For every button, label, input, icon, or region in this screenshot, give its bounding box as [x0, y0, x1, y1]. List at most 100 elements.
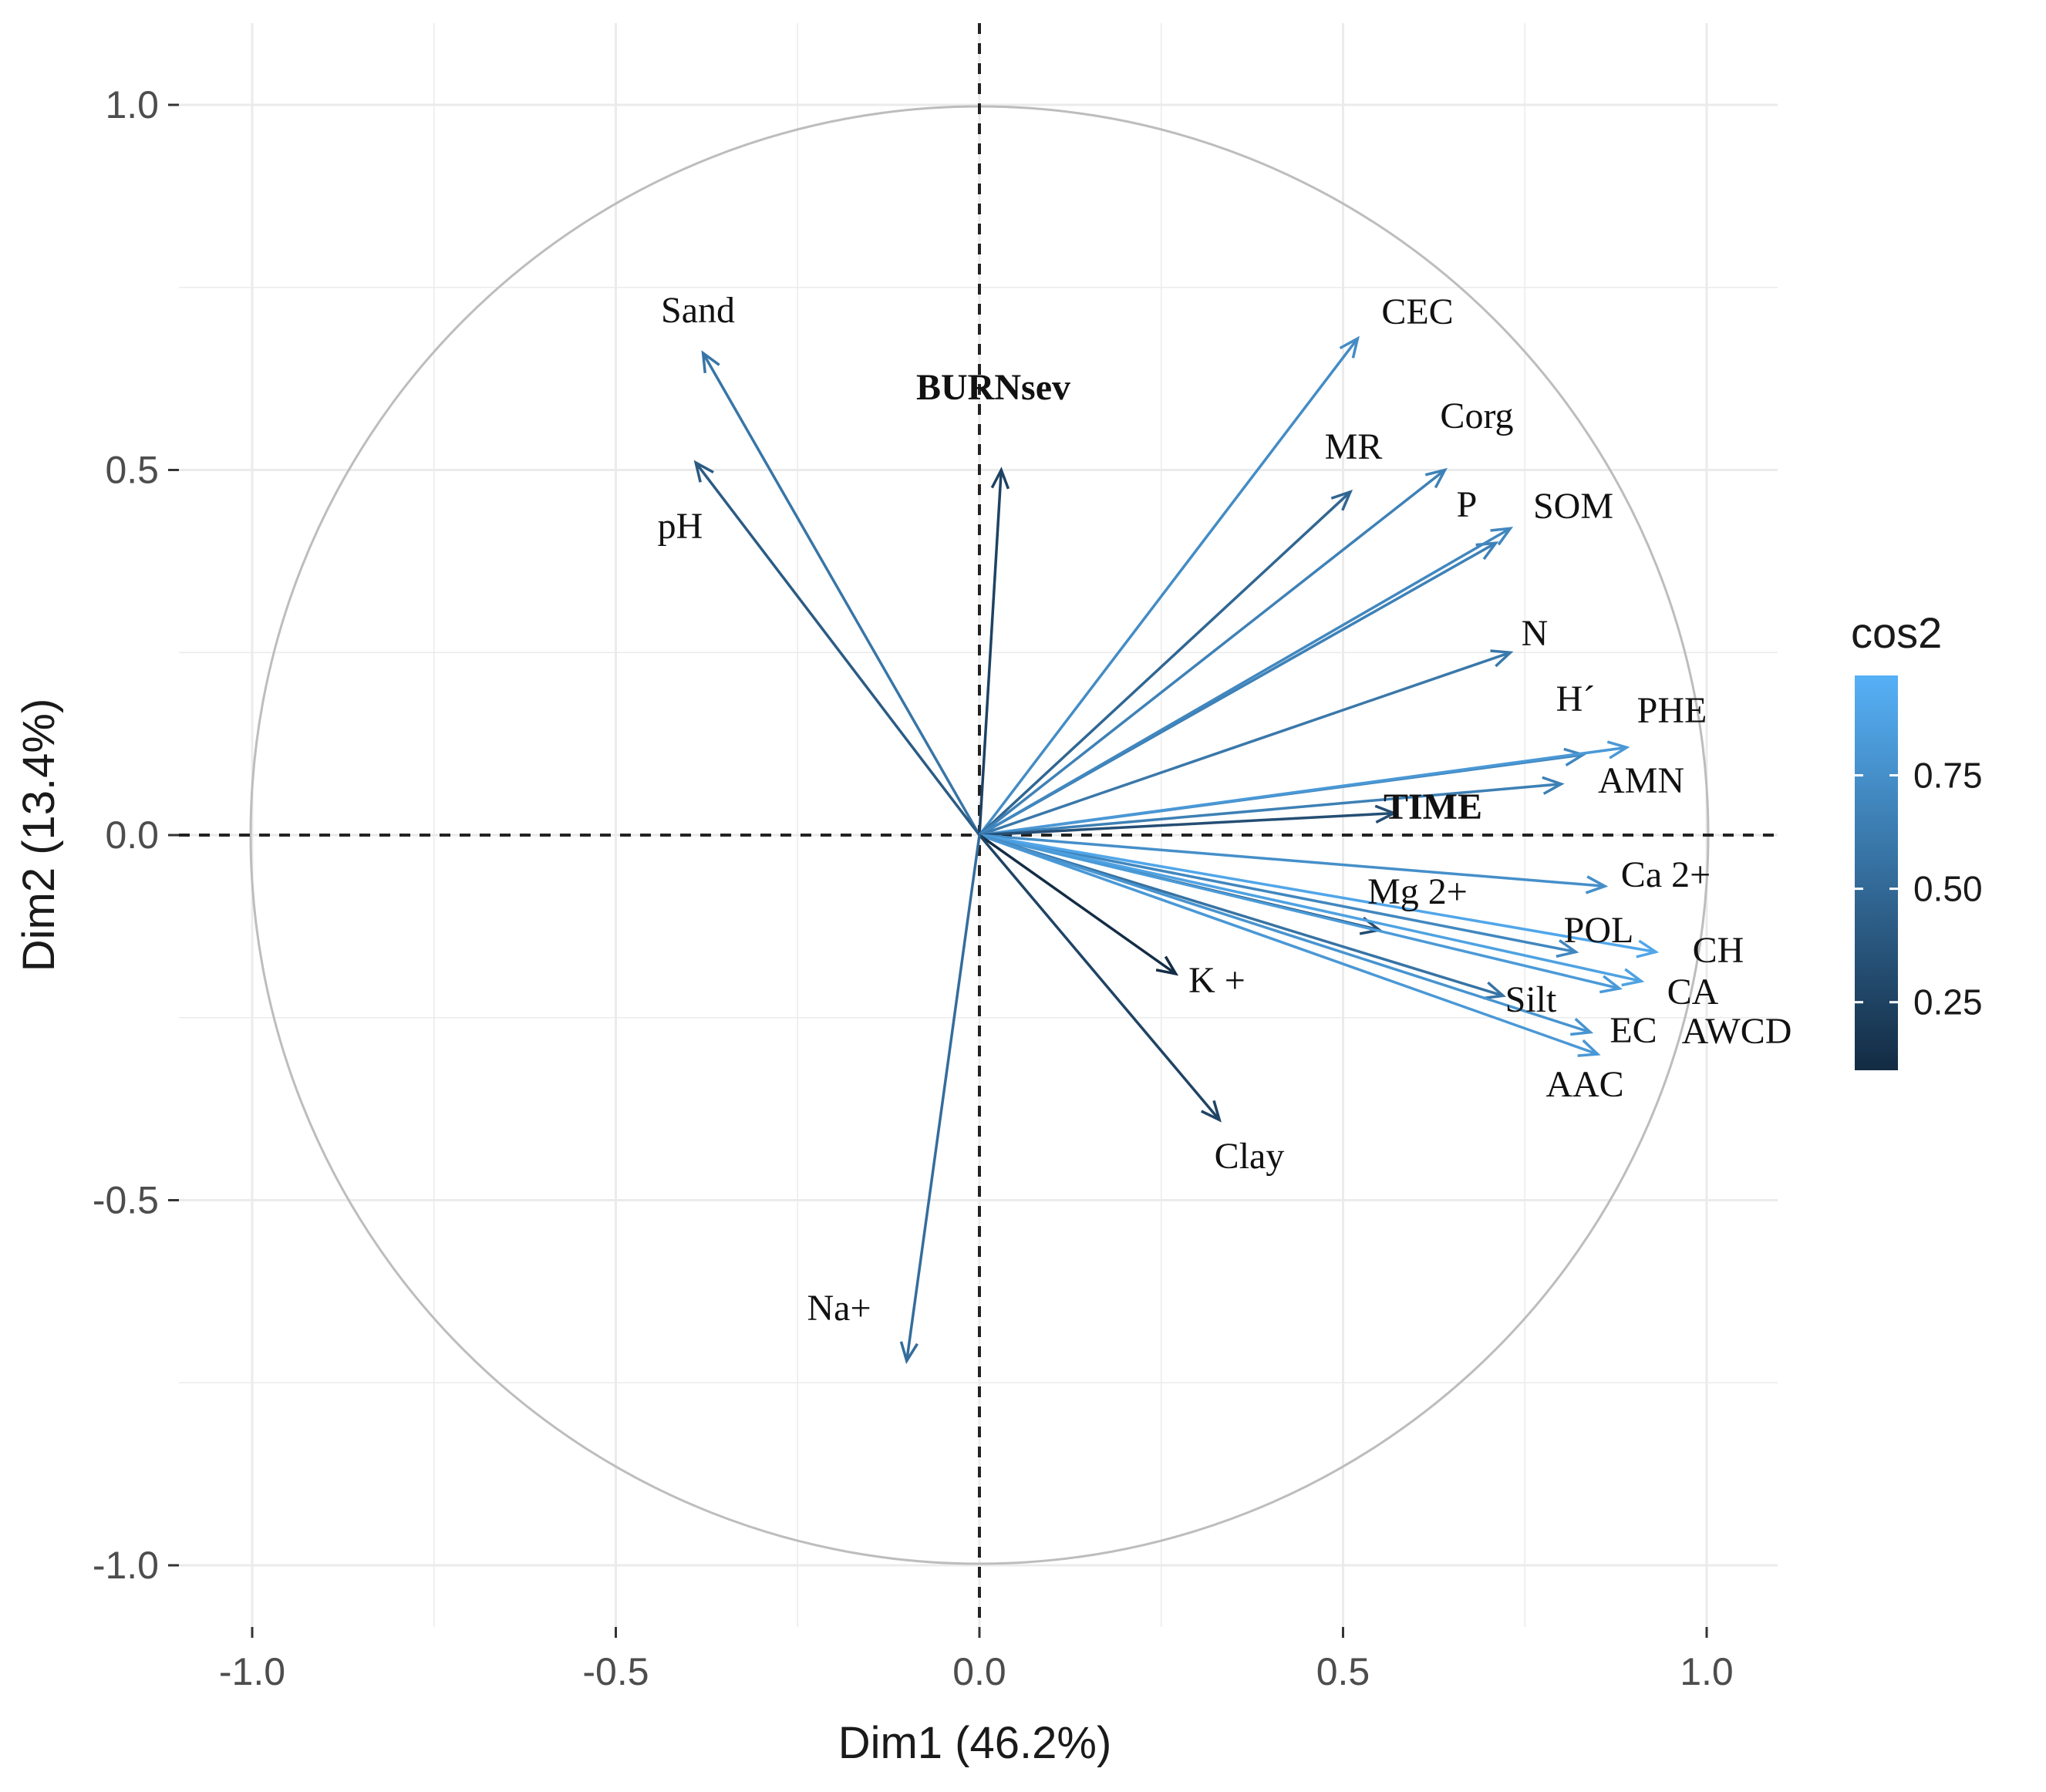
arrow-head-ca [1621, 968, 1645, 987]
arrow-awcd [979, 834, 1623, 994]
arrow-ph [693, 460, 981, 837]
arrow-pol [979, 834, 1579, 958]
arrow-shaft-amn [979, 782, 1562, 837]
var-label-ec: EC [1609, 1010, 1657, 1051]
var-label-pol: POL [1564, 910, 1634, 951]
arrow-clay [978, 834, 1222, 1123]
x-tick-label: -0.5 [582, 1650, 649, 1693]
var-label-phe: PHE [1637, 690, 1707, 731]
cos2-color-legend: cos2 0.25 0.50 0.75 [1851, 608, 1983, 1070]
arrow-head-mr [1330, 489, 1353, 511]
var-label-burnsev: BURNsev [916, 367, 1070, 408]
arrow-head-amn [1542, 776, 1565, 795]
arrow-time [979, 804, 1397, 837]
var-label-ch: CH [1693, 930, 1744, 971]
arrow-cec [978, 335, 1360, 837]
arrow-head-h [1563, 747, 1586, 766]
arrow-shaft-na [905, 834, 981, 1362]
variable-arrows [693, 335, 1660, 1365]
var-label-ca-2: Ca 2+ [1621, 854, 1711, 895]
arrow-head-awcd [1599, 975, 1623, 994]
x-tick-label: -1.0 [219, 1650, 285, 1693]
arrow-shaft-phe [979, 746, 1627, 837]
arrow-shaft-ph [694, 461, 981, 837]
legend-title: cos2 [1851, 608, 1942, 657]
arrow-head-corg [1424, 467, 1448, 489]
var-label-corg: Corg [1440, 396, 1513, 436]
arrow-head-time [1374, 804, 1397, 824]
arrow-shaft-pol [979, 834, 1576, 954]
arrow-ca-2 [979, 834, 1609, 894]
arrow-head-burnsev [990, 467, 1010, 490]
y-tick-label: -0.5 [93, 1179, 159, 1222]
var-label-cec: CEC [1381, 291, 1453, 332]
x-tick-label: 0.5 [1316, 1650, 1370, 1693]
arrow-shaft-corg [978, 469, 1446, 837]
arrow-head-som [1490, 527, 1514, 546]
var-label-silt: Silt [1505, 979, 1557, 1020]
arrow-amn [979, 776, 1565, 837]
arrow-head-silt [1482, 981, 1507, 1000]
var-label-mg-2: Mg 2+ [1367, 871, 1468, 912]
arrow-na [899, 834, 981, 1365]
arrow-shaft-ec [979, 834, 1599, 1056]
arrow-ch [979, 834, 1660, 958]
y-tick-label: 1.0 [105, 83, 159, 126]
arrow-head-phe [1606, 740, 1630, 760]
arrow-head-aac [1570, 1018, 1594, 1036]
arrow-head-ch [1636, 939, 1660, 958]
arrow-som [979, 527, 1514, 837]
arrow-shaft-aac [979, 834, 1591, 1034]
var-label-ca: CA [1667, 972, 1719, 1012]
arrow-shaft-clay [978, 834, 1221, 1121]
arrow-k [978, 834, 1179, 976]
arrow-burnsev [978, 467, 1010, 836]
legend-tick-label: 0.75 [1913, 755, 1983, 795]
var-label-p: P [1457, 484, 1478, 525]
arrow-ca [979, 834, 1645, 987]
var-label-sand: Sand [661, 290, 735, 331]
arrow-head-ec [1577, 1039, 1601, 1057]
arrow-head-k [1155, 955, 1179, 976]
x-axis-ticks: -1.0 -0.5 0.0 0.5 1.0 [219, 1627, 1734, 1693]
var-label-amn: AMN [1598, 760, 1684, 801]
arrow-aac [979, 834, 1594, 1036]
arrow-corg [978, 467, 1448, 837]
arrow-shaft-ch [979, 834, 1657, 954]
legend-color-bar [1855, 675, 1898, 1070]
var-label-ph: pH [658, 506, 703, 547]
arrow-shaft-awcd [979, 834, 1620, 990]
var-label-som: SOM [1533, 486, 1613, 527]
var-label-na: Na+ [807, 1288, 871, 1329]
arrow-phe [979, 740, 1630, 837]
arrow-ec [979, 834, 1601, 1057]
arrow-head-n [1490, 649, 1514, 668]
y-tick-label: -1.0 [93, 1544, 159, 1587]
arrow-shaft-cec [978, 337, 1359, 837]
var-label-n: N [1522, 613, 1549, 654]
arrow-shaft-sand [702, 352, 981, 836]
x-axis-title: Dim1 (46.2%) [838, 1718, 1112, 1768]
arrow-sand [701, 350, 981, 836]
x-tick-label: 1.0 [1680, 1650, 1734, 1693]
arrow-head-na [899, 1341, 919, 1365]
legend-tick-label: 0.50 [1913, 869, 1983, 909]
variable-labels: Sand pH BURNsev CEC MR Corg P SOM NH´ PHE AMN TIME C… [658, 290, 1792, 1329]
x-tick-label: 0.0 [952, 1650, 1006, 1693]
arrow-shaft-time [979, 811, 1394, 837]
arrow-shaft-mr [978, 490, 1352, 837]
var-label-h: H´ [1556, 679, 1596, 719]
arrow-shaft-k [978, 834, 1177, 975]
arrow-head-ca-2 [1585, 875, 1609, 894]
var-label-time: TIME [1384, 787, 1482, 827]
arrow-shaft-ca-2 [979, 834, 1606, 888]
arrow-mr [978, 489, 1353, 837]
arrow-head-clay [1201, 1100, 1222, 1123]
var-label-aac: AAC [1545, 1064, 1623, 1105]
y-tick-label: 0.0 [105, 813, 159, 857]
arrow-shaft-burnsev [978, 470, 1003, 836]
arrow-head-ph [693, 460, 714, 483]
var-label-k: K + [1188, 960, 1245, 1001]
var-label-mr: MR [1325, 426, 1383, 467]
